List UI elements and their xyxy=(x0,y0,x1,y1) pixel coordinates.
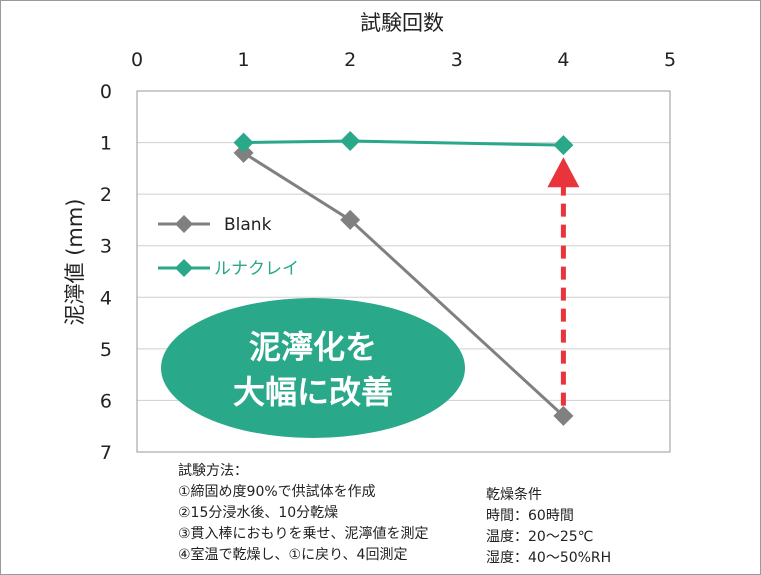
improvement-arrow xyxy=(547,157,580,406)
method-note-line: 試験方法： xyxy=(178,463,248,479)
series-group xyxy=(233,131,574,426)
x-tick-label: 1 xyxy=(238,49,250,71)
callout-ellipse xyxy=(161,298,465,438)
legend-swatch-marker-1 xyxy=(175,259,193,277)
y-axis-title: 泥濘値 (mm) xyxy=(63,199,87,326)
series-1-point-2 xyxy=(553,135,574,156)
callout-line-1: 泥濘化を xyxy=(249,328,377,366)
legend: Blank ルナクレイ xyxy=(158,215,299,279)
x-tick-label: 3 xyxy=(451,49,463,71)
plot-area xyxy=(136,90,671,453)
condition-note-line: 時間：60時間 xyxy=(486,508,574,524)
legend-label-1: ルナクレイ xyxy=(214,259,299,279)
x-tick-label: 4 xyxy=(557,49,569,71)
condition-note-line: 温度：20～25℃ xyxy=(486,529,593,545)
method-note-line: ②15分浸水後、10分乾燥 xyxy=(178,505,338,521)
y-tick-label: 2 xyxy=(100,184,112,206)
y-tick-label: 7 xyxy=(100,442,112,464)
callout-line-2: 大幅に改善 xyxy=(233,373,393,411)
x-tick-label: 0 xyxy=(131,49,143,71)
series-0-point-0 xyxy=(233,142,254,163)
series-1-point-0 xyxy=(233,132,254,153)
series-0-point-1 xyxy=(340,209,361,230)
condition-note-line: 乾燥条件 xyxy=(486,486,542,503)
series-1-point-1 xyxy=(340,131,361,152)
test-method-notes: 試験方法： ①締固め度90%で供試体を作成 ②15分浸水後、10分乾燥 ③貫入棒におも… xyxy=(178,463,429,563)
x-tick-label: 5 xyxy=(664,49,676,71)
method-note-line: ④室温で乾燥し、①に戻り、4回測定 xyxy=(178,546,407,563)
series-0-point-2 xyxy=(553,405,574,426)
y-tick-label: 5 xyxy=(100,339,112,361)
y-tick-label: 6 xyxy=(100,390,112,412)
callout: 泥濘化を 大幅に改善 xyxy=(161,298,465,438)
method-note-line: ①締固め度90%で供試体を作成 xyxy=(178,483,376,500)
condition-note-line: 湿度：40～50%RH xyxy=(486,550,611,566)
x-tick-labels: 0 1 2 3 4 5 xyxy=(131,49,676,71)
x-tick-label: 2 xyxy=(344,49,356,71)
y-tick-label: 4 xyxy=(100,287,112,309)
method-note-line: ③貫入棒におもりを乗せ、泥濘値を測定 xyxy=(178,526,429,542)
legend-swatch-marker-0 xyxy=(175,215,193,233)
y-tick-label: 0 xyxy=(100,81,112,103)
y-tick-labels: 0 1 2 3 4 5 6 7 xyxy=(100,81,112,464)
y-tick-label: 3 xyxy=(100,236,112,258)
y-tick-label: 1 xyxy=(100,133,112,155)
legend-label-0: Blank xyxy=(224,215,272,235)
series-line-1 xyxy=(243,139,564,147)
x-axis-title: 試験回数 xyxy=(360,11,444,35)
arrow-head xyxy=(547,157,580,188)
